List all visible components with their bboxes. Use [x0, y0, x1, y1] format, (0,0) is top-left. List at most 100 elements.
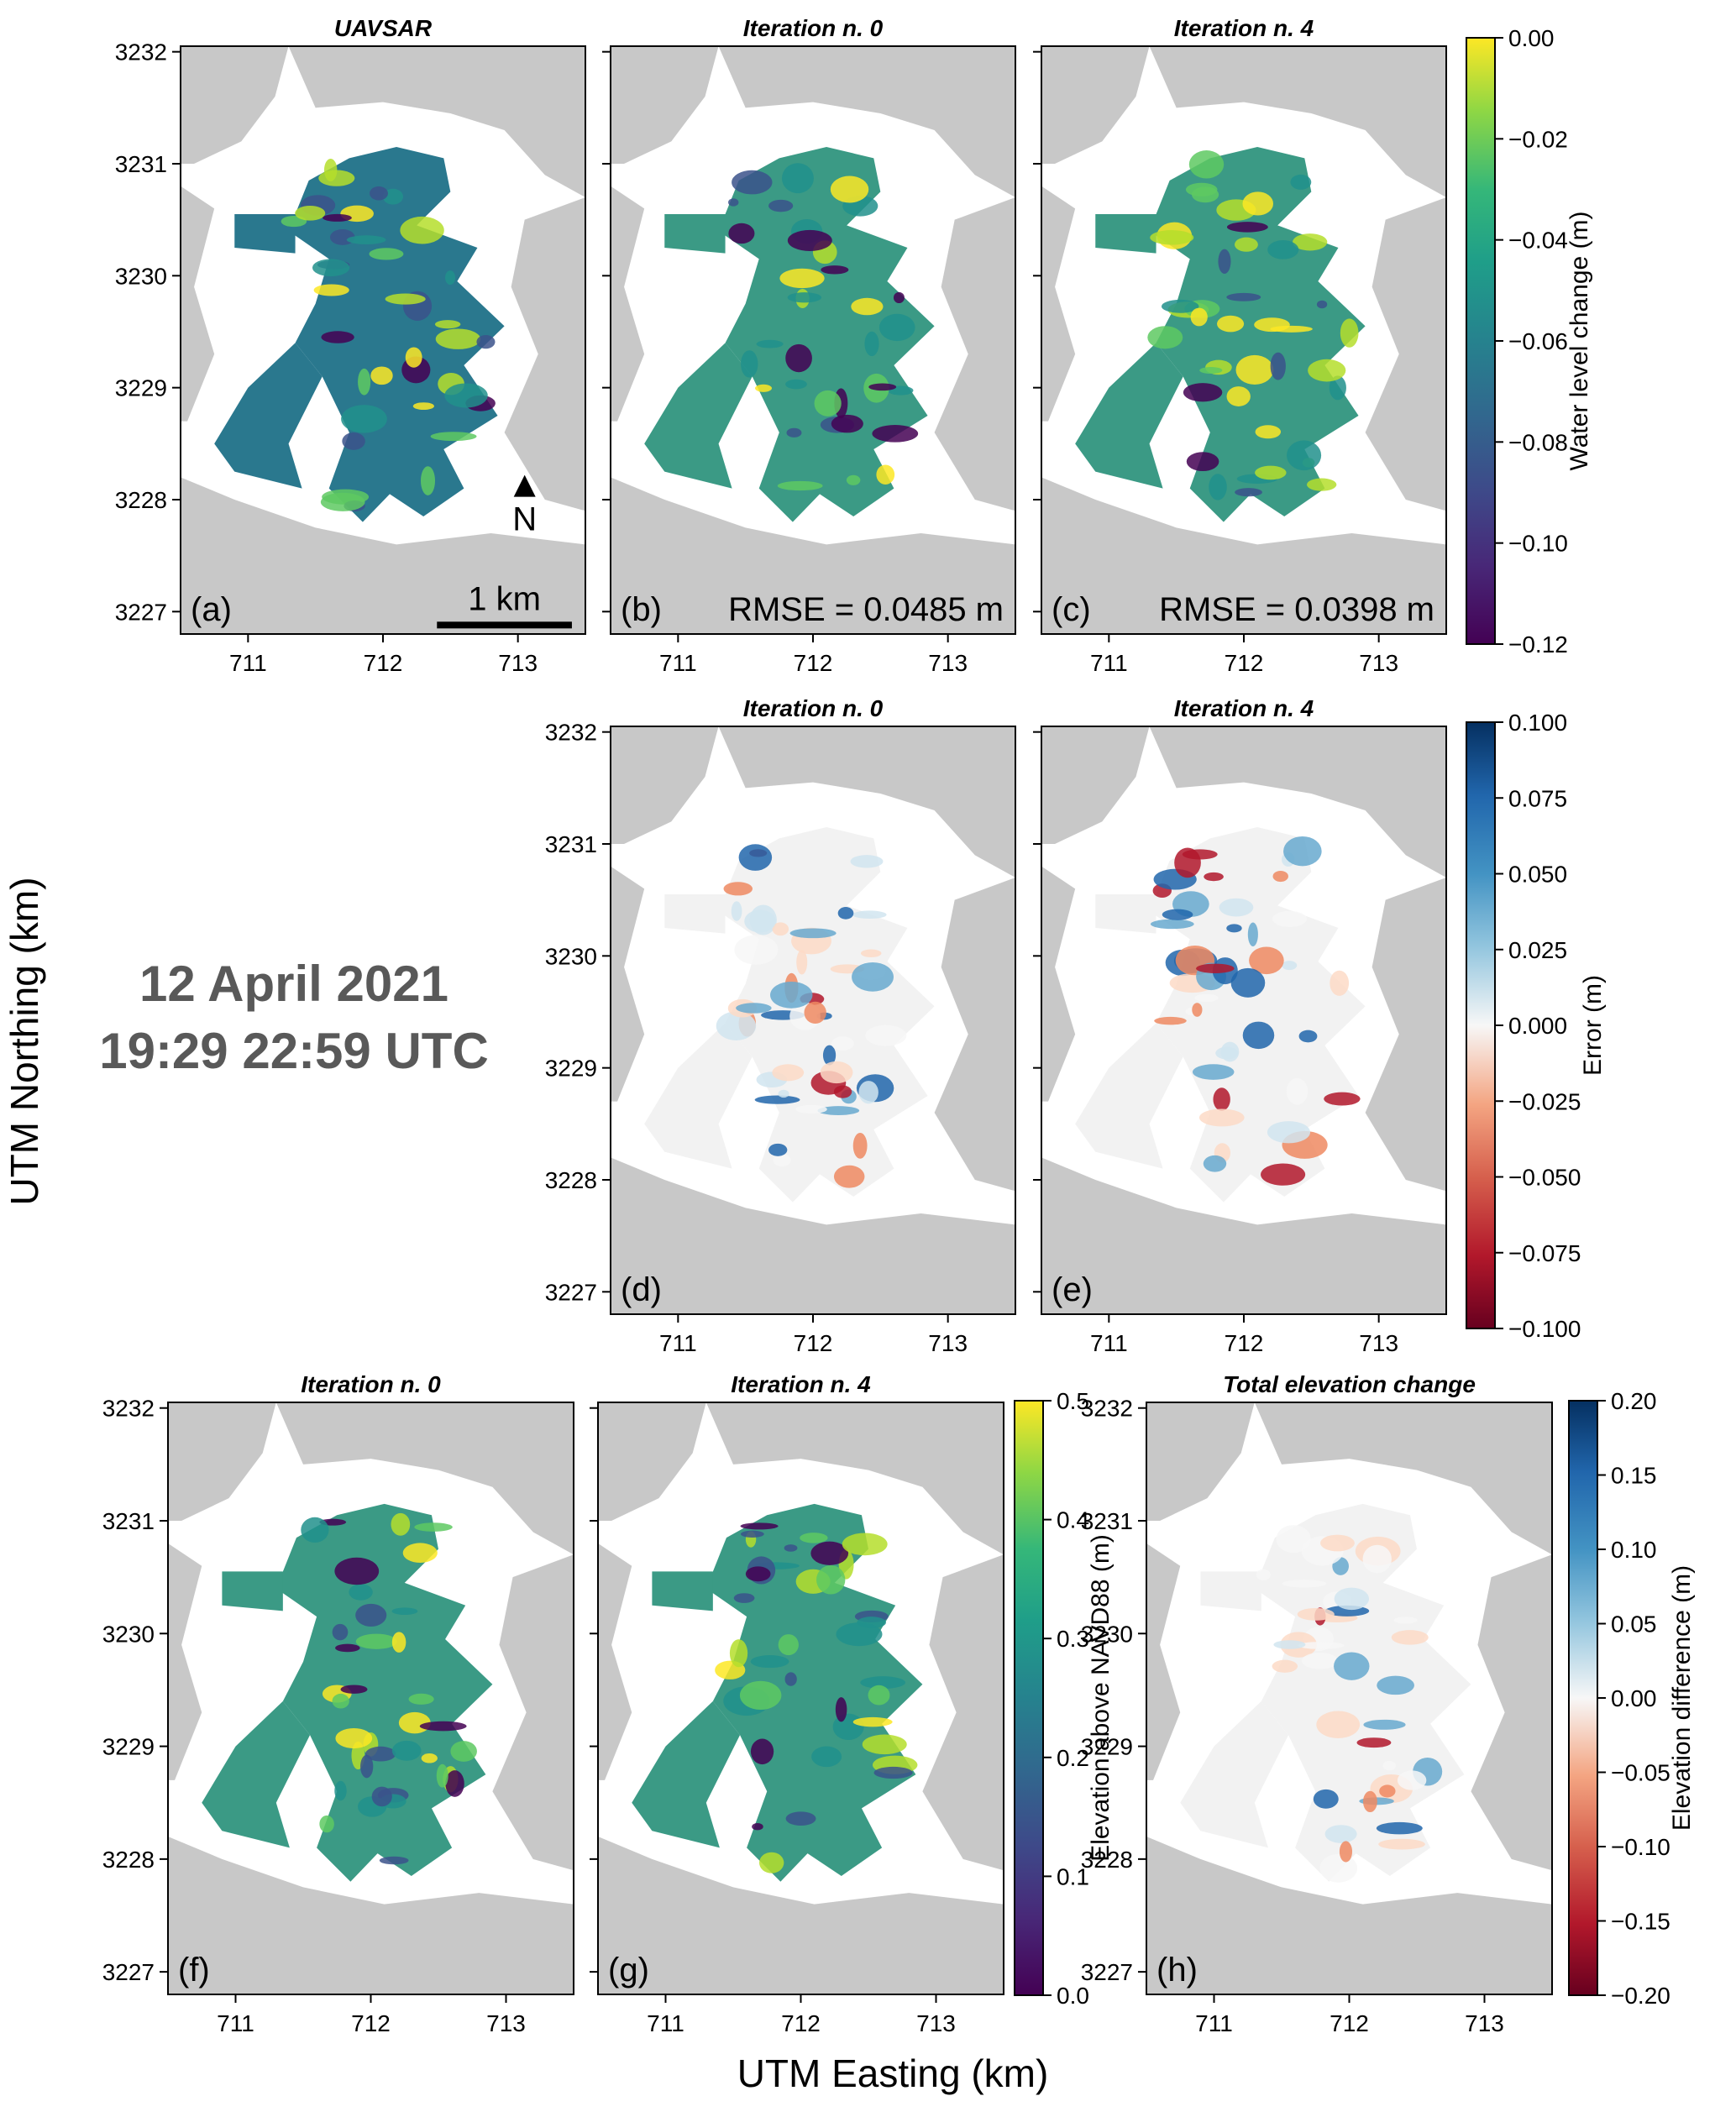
marsh-patch [1308, 359, 1346, 382]
marsh-patch [779, 268, 825, 289]
land-mass [611, 46, 719, 164]
y-tick-label: 3228 [102, 1847, 155, 1873]
marsh-area [275, 1503, 493, 1882]
marsh-patch [295, 205, 326, 221]
marsh-patch [862, 1734, 907, 1755]
marsh-patch [341, 405, 387, 433]
marsh-patch [391, 1632, 406, 1653]
marsh-patch [785, 343, 812, 373]
colorbar-tick-label: −0.05 [1611, 1760, 1670, 1786]
marsh-area [234, 214, 296, 254]
x-tick-label: 713 [498, 650, 538, 676]
panel-label: (e) [1052, 1271, 1093, 1308]
scale-bar [437, 621, 572, 629]
marsh-patch [1215, 1046, 1239, 1060]
land-mass [598, 1402, 706, 1521]
marsh-patch [1290, 174, 1312, 190]
marsh-area [632, 1700, 741, 1848]
marsh-patch [1272, 870, 1288, 883]
marsh-patch [810, 1541, 849, 1565]
marsh-patch [852, 1716, 893, 1727]
colorbar-tick-label: 0.00 [1611, 1685, 1657, 1711]
x-tick-label: 712 [781, 2010, 821, 2036]
land-mass [504, 197, 585, 511]
marsh-patch [777, 480, 823, 491]
marsh-patch [323, 213, 352, 222]
marsh-patch [355, 1633, 397, 1649]
marsh-patch [1161, 299, 1199, 313]
panel-title: Total elevation change [1223, 1371, 1476, 1397]
colorbar-tick-label: 0.025 [1508, 937, 1567, 963]
land-mass [168, 1543, 202, 1780]
panel-title: Iteration n. 0 [743, 695, 884, 721]
marsh-patch [412, 402, 434, 411]
land-mass [181, 477, 585, 634]
land-mass [934, 878, 1015, 1192]
marsh-patch [811, 1746, 842, 1768]
x-tick-label: 713 [928, 1330, 968, 1356]
panel-label: (f) [178, 1952, 210, 1989]
marsh-area [664, 894, 726, 934]
colorbar-tick-label: −0.12 [1508, 631, 1568, 658]
x-tick-label: 711 [217, 2010, 254, 2036]
marsh-patch [716, 1011, 757, 1040]
marsh-patch [1339, 1841, 1353, 1863]
colorbar-tick-label: −0.100 [1508, 1316, 1581, 1342]
y-axis-label: UTM Northing (km) [3, 877, 46, 1205]
marsh-patch [878, 313, 915, 342]
colorbar-tick-label: 0.4 [1057, 1507, 1089, 1533]
marsh-patch [1270, 352, 1286, 380]
marsh-area [1095, 894, 1156, 934]
colorbar-elevation: 0.5 0.4 0.3 0.2 0.1 0.0 Elevation above NAVD88… [1014, 1388, 1115, 2009]
marsh-patch [1379, 1784, 1396, 1798]
marsh-patch [732, 170, 773, 195]
marsh-patch [736, 1003, 772, 1014]
marsh-patch [733, 1593, 755, 1603]
marsh-patch [833, 1165, 865, 1188]
marsh-patch [723, 882, 753, 896]
x-tick-label: 712 [1225, 650, 1264, 676]
y-tick-label: 3227 [102, 1959, 155, 1985]
marsh-patch [756, 339, 784, 348]
marsh-patch [787, 292, 822, 303]
land-mass [181, 46, 289, 164]
marsh-area [214, 343, 323, 489]
x-tick-label: 712 [351, 2010, 391, 2036]
x-tick-label: 711 [1195, 2010, 1233, 2036]
marsh-patch [1283, 836, 1322, 867]
marsh-patch [728, 223, 755, 244]
land-mass [1146, 1543, 1181, 1780]
x-axis-label: UTM Easting (km) [737, 2051, 1049, 2095]
land-mass [598, 1837, 1004, 1994]
marsh-patch [800, 1533, 828, 1543]
colorbar-tick-label: 0.5 [1057, 1388, 1089, 1414]
marsh-patch [842, 1533, 888, 1556]
marsh-patch [816, 1564, 846, 1595]
colorbar-label: Error (m) [1579, 975, 1607, 1076]
land-mass [705, 1402, 1004, 1555]
land-mass [611, 186, 645, 422]
marsh-patch [1256, 1569, 1271, 1580]
y-tick-label: 3230 [102, 1621, 155, 1647]
marsh-patch [1334, 1587, 1370, 1611]
marsh-patch [1213, 1087, 1230, 1111]
colorbar-gradient [1568, 1400, 1598, 1996]
marsh-patch [332, 1623, 349, 1641]
marsh-patch [445, 270, 456, 286]
colorbar-tick-label: 0.2 [1057, 1745, 1089, 1771]
marsh-area [222, 1571, 283, 1611]
marsh-patch [850, 855, 884, 868]
map-area [181, 46, 585, 634]
x-tick-label: 713 [486, 2010, 526, 2036]
panel-label: (d) [621, 1271, 662, 1308]
marsh-patch [1219, 898, 1254, 917]
marsh-patch [728, 198, 739, 207]
map-area [168, 1402, 574, 1994]
marsh-patch [1235, 354, 1274, 385]
panel-a: UAVSAR 711 712 713 3227 3228 3229 3230 3231 3232 (… [115, 15, 586, 676]
marsh-patch [893, 291, 905, 304]
marsh-patch [360, 1754, 374, 1779]
land-mass [1149, 46, 1446, 197]
panel-d: Iteration n. 0 711 712 713 3227 3228 3229 3230 3… [545, 695, 1016, 1356]
y-tick-label: 3227 [1081, 1959, 1133, 1985]
